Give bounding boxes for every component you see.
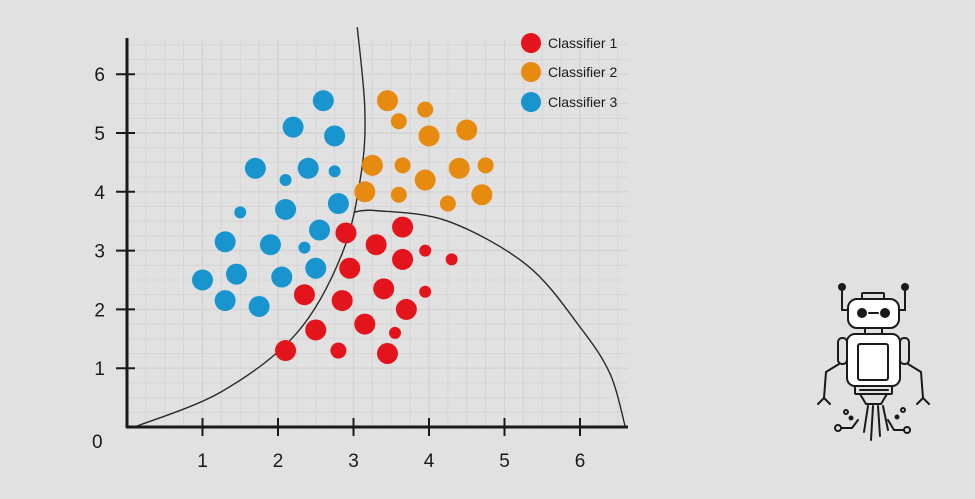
data-points	[192, 90, 494, 364]
data-point-classifier-3	[214, 231, 236, 253]
y-tick-label: 4	[94, 183, 105, 204]
data-point-classifier-1	[445, 253, 458, 266]
data-point-classifier-1	[365, 234, 387, 256]
data-point-classifier-1	[275, 340, 297, 362]
data-point-classifier-1	[389, 326, 402, 339]
data-point-classifier-1	[419, 244, 432, 257]
ticks: 1 2 3 4 5 6 1 2 3 4 5 6	[94, 65, 585, 472]
data-point-classifier-1	[330, 342, 347, 359]
left-boundary	[134, 27, 366, 428]
y-tick-label: 6	[94, 65, 105, 86]
legend-marker-classifier-1	[521, 33, 541, 53]
data-point-classifier-2	[354, 181, 376, 203]
data-point-classifier-2	[414, 169, 436, 191]
y-tick-label: 3	[94, 242, 105, 263]
data-point-classifier-3	[275, 198, 297, 220]
data-point-classifier-2	[418, 125, 440, 147]
data-point-classifier-1	[419, 285, 432, 298]
data-point-classifier-3	[305, 257, 327, 279]
legend-label-classifier-1: Classifier 1	[548, 35, 617, 51]
data-point-classifier-1	[392, 248, 414, 270]
data-point-classifier-3	[225, 263, 247, 285]
data-point-classifier-3	[259, 234, 281, 256]
data-point-classifier-1	[293, 284, 315, 306]
robot-icon	[817, 283, 930, 441]
data-point-classifier-2	[456, 119, 478, 141]
data-point-classifier-3	[271, 266, 293, 288]
legend-label-classifier-2: Classifier 2	[548, 64, 617, 80]
x-tick-label: 5	[499, 451, 510, 472]
data-point-classifier-3	[234, 206, 247, 219]
data-point-classifier-3	[244, 157, 266, 179]
data-point-classifier-2	[376, 90, 398, 112]
data-point-classifier-3	[328, 165, 341, 178]
data-point-classifier-3	[214, 290, 236, 312]
decision-boundaries	[134, 27, 626, 428]
data-point-classifier-2	[394, 157, 411, 174]
x-tick-label: 3	[348, 451, 359, 472]
data-point-classifier-3	[327, 193, 349, 215]
data-point-classifier-2	[448, 157, 470, 179]
data-point-classifier-2	[417, 101, 434, 118]
origin-label: 0	[92, 432, 103, 453]
data-point-classifier-1	[339, 257, 361, 279]
data-point-classifier-3	[192, 269, 213, 291]
x-tick-label: 6	[575, 451, 586, 472]
x-tick-label: 1	[197, 451, 208, 472]
data-point-classifier-1	[392, 216, 414, 238]
data-point-classifier-3	[312, 90, 334, 112]
right-boundary	[353, 209, 626, 428]
data-point-classifier-1	[331, 290, 353, 312]
x-tick-label: 4	[424, 451, 435, 472]
y-tick-label: 1	[94, 359, 105, 380]
data-point-classifier-2	[439, 195, 456, 212]
y-tick-label: 5	[94, 124, 105, 145]
data-point-classifier-2	[477, 157, 494, 174]
data-point-classifier-1	[376, 343, 398, 364]
data-point-classifier-3	[324, 125, 346, 147]
data-point-classifier-3	[309, 219, 331, 241]
data-point-classifier-2	[390, 113, 407, 130]
legend-marker-classifier-3	[521, 92, 541, 112]
x-tick-label: 2	[273, 451, 284, 472]
data-point-classifier-2	[390, 186, 407, 203]
y-tick-label: 2	[94, 300, 105, 321]
legend: Classifier 1 Classifier 2 Classifier 3	[521, 33, 617, 112]
data-point-classifier-1	[395, 298, 417, 320]
data-point-classifier-2	[471, 184, 493, 206]
data-point-classifier-1	[354, 313, 376, 335]
axes	[125, 38, 628, 429]
data-point-classifier-1	[335, 222, 357, 244]
legend-marker-classifier-2	[521, 62, 541, 82]
legend-label-classifier-3: Classifier 3	[548, 94, 617, 110]
data-point-classifier-3	[298, 241, 311, 254]
data-point-classifier-3	[282, 116, 304, 138]
data-point-classifier-1	[305, 319, 327, 341]
data-point-classifier-3	[279, 174, 292, 187]
data-point-classifier-1	[373, 278, 395, 300]
data-point-classifier-3	[297, 157, 319, 179]
data-point-classifier-3	[248, 295, 270, 317]
data-point-classifier-2	[361, 154, 383, 176]
